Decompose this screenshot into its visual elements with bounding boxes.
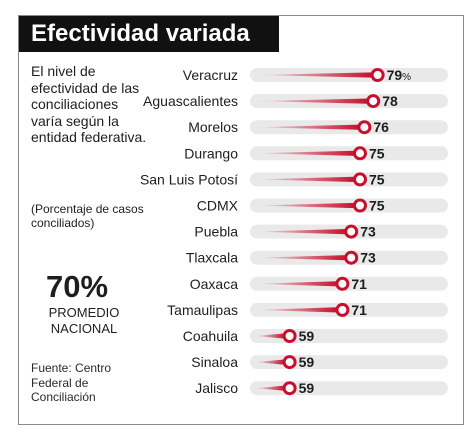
lollipop-marker (366, 94, 381, 109)
bar-track (250, 355, 448, 370)
value-label: 73 (360, 250, 376, 266)
value-unit: % (402, 72, 411, 83)
value-label: 75 (369, 171, 385, 187)
lollipop-marker (353, 198, 367, 213)
lollipop-stem (256, 150, 355, 156)
lollipop-stem (256, 98, 369, 104)
value-label: 71 (351, 276, 367, 292)
lollipop-stem (256, 385, 285, 391)
lollipop-marker (335, 276, 350, 291)
lollipop-marker (370, 68, 385, 82)
lollipop-marker (357, 120, 372, 135)
lollipop-marker (344, 250, 359, 265)
category-label: Sinaloa (191, 354, 238, 370)
category-label: CDMX (197, 198, 239, 214)
value-label: 59 (299, 354, 315, 370)
bar-track (250, 329, 448, 343)
category-label: Oaxaca (190, 276, 238, 292)
category-label: San Luis Potosí (140, 171, 238, 187)
lollipop-stem (256, 333, 285, 339)
lollipop-stem (256, 255, 347, 261)
value-label: 71 (351, 302, 367, 318)
description-text: El nivel de efectividad de las conciliac… (31, 63, 147, 146)
lollipop-marker (282, 381, 297, 396)
category-label: Aguascalientes (143, 93, 238, 109)
lollipop-stem (256, 229, 347, 235)
category-label: Coahuila (183, 328, 238, 344)
average-label-line1: PROMEDIO (48, 305, 120, 320)
category-label: Tlaxcala (186, 250, 238, 266)
bar-track (250, 381, 448, 396)
infographic-title: Efectividad variada (19, 16, 279, 52)
infographic-frame: Efectividad variada El nivel de efectivi… (18, 15, 464, 425)
category-label: Durango (184, 145, 238, 161)
lollipop-stem (256, 176, 355, 182)
category-label: Morelos (188, 119, 238, 135)
average-label-line2: NACIONAL (50, 321, 118, 336)
lollipop-stem (256, 281, 338, 287)
value-label: 59 (299, 380, 315, 396)
lollipop-marker (282, 329, 297, 343)
national-average-value: 70% (46, 269, 109, 304)
lollipop-marker (335, 302, 350, 317)
category-label: Veracruz (183, 67, 238, 83)
lollipop-marker (353, 146, 367, 161)
lollipop-stem (256, 307, 338, 313)
value-label: 76 (373, 119, 389, 135)
category-label: Tamaulipas (167, 302, 238, 318)
unit-note: (Porcentaje de casos conciliados) (31, 202, 144, 230)
value-label: 73 (360, 224, 376, 240)
source-text: Fuente: Centro Federal de Conciliación (31, 361, 112, 404)
lollipop-marker (344, 224, 359, 239)
national-average-label: PROMEDIO NACIONAL (19, 305, 149, 337)
lollipop-stem (256, 124, 360, 130)
lollipop-marker (282, 355, 297, 370)
value-label: 59 (299, 328, 315, 344)
value-label: 75 (369, 145, 385, 161)
lollipop-stem (256, 202, 355, 209)
lollipop-stem (256, 359, 285, 365)
lollipop-marker (353, 172, 367, 187)
category-label: Jalisco (195, 380, 238, 396)
category-label: Puebla (194, 224, 238, 240)
value-label: 78 (382, 93, 398, 109)
lollipop-stem (256, 72, 373, 78)
value-label: 75 (369, 198, 385, 214)
